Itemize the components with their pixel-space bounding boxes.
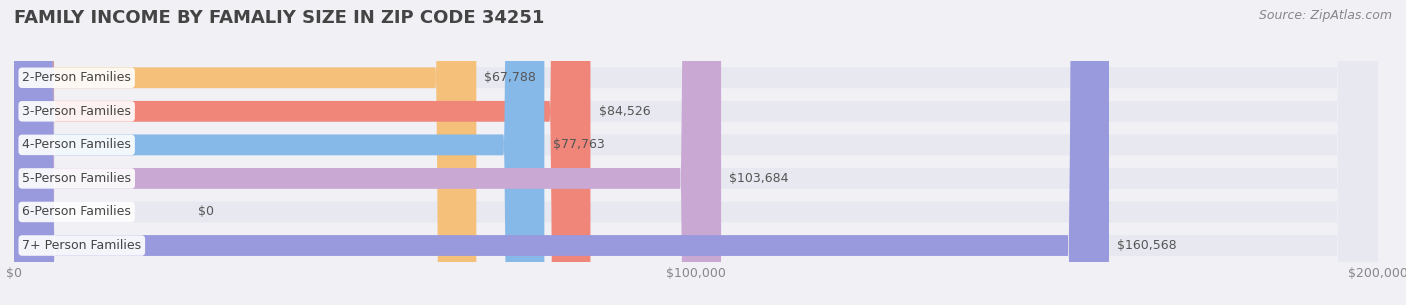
FancyBboxPatch shape xyxy=(14,0,1378,305)
Text: $160,568: $160,568 xyxy=(1118,239,1177,252)
FancyBboxPatch shape xyxy=(14,0,1378,305)
FancyBboxPatch shape xyxy=(14,0,591,305)
Text: $84,526: $84,526 xyxy=(599,105,650,118)
Text: 4-Person Families: 4-Person Families xyxy=(22,138,131,151)
FancyBboxPatch shape xyxy=(14,0,1378,305)
FancyBboxPatch shape xyxy=(14,0,1378,305)
FancyBboxPatch shape xyxy=(14,0,544,305)
FancyBboxPatch shape xyxy=(14,0,1378,305)
Text: 7+ Person Families: 7+ Person Families xyxy=(22,239,142,252)
FancyBboxPatch shape xyxy=(14,0,477,305)
FancyBboxPatch shape xyxy=(14,0,1378,305)
Text: 6-Person Families: 6-Person Families xyxy=(22,206,131,218)
Text: $103,684: $103,684 xyxy=(730,172,789,185)
Text: 5-Person Families: 5-Person Families xyxy=(22,172,131,185)
Text: $67,788: $67,788 xyxy=(485,71,536,84)
FancyBboxPatch shape xyxy=(14,0,1109,305)
Text: $0: $0 xyxy=(198,206,214,218)
Text: 3-Person Families: 3-Person Families xyxy=(22,105,131,118)
Text: 2-Person Families: 2-Person Families xyxy=(22,71,131,84)
Text: FAMILY INCOME BY FAMALIY SIZE IN ZIP CODE 34251: FAMILY INCOME BY FAMALIY SIZE IN ZIP COD… xyxy=(14,9,544,27)
Text: Source: ZipAtlas.com: Source: ZipAtlas.com xyxy=(1258,9,1392,22)
FancyBboxPatch shape xyxy=(14,0,721,305)
Text: $77,763: $77,763 xyxy=(553,138,605,151)
